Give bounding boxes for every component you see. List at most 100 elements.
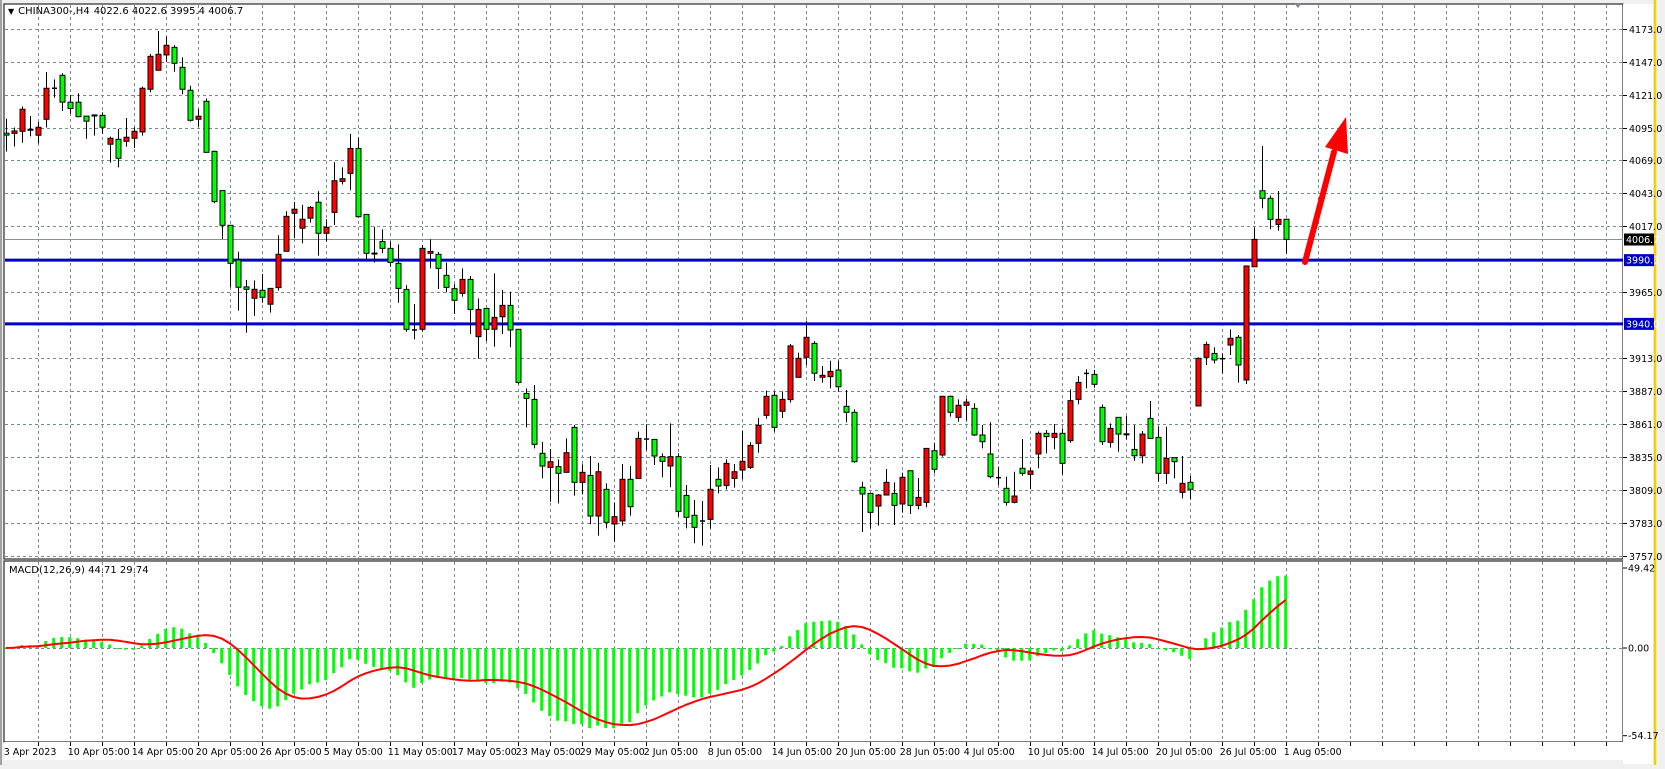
candle-body: [419, 247, 426, 330]
candle-body: [43, 87, 50, 120]
candle-body: [123, 136, 130, 142]
macd-histogram-bar: [308, 648, 312, 685]
candle-body: [1139, 433, 1146, 457]
candle-body: [75, 101, 82, 118]
candle-body: [147, 55, 154, 90]
current-price-badge: [1624, 233, 1654, 246]
macd-histogram-bar: [500, 648, 504, 682]
macd-histogram-bar: [124, 648, 128, 650]
candle-body: [803, 336, 810, 358]
time-label: 10 Jul 05:00: [1028, 747, 1085, 758]
price-label: 4069.0: [1629, 156, 1662, 167]
candle-body: [139, 87, 146, 133]
red-arrow-annotation-icon[interactable]: [1302, 117, 1348, 265]
chart-shift-marker-icon[interactable]: [1294, 3, 1302, 8]
price-label: 4017.0: [1629, 222, 1662, 233]
macd-histogram-bar: [940, 648, 944, 659]
candle-body: [619, 478, 626, 522]
candle-body: [1091, 373, 1098, 385]
candle-body: [251, 288, 258, 299]
time-label: 4 Jul 05:00: [964, 747, 1015, 758]
time-label: 20 Jun 05:00: [836, 747, 896, 758]
candle-body: [1035, 432, 1042, 455]
candle-body: [723, 462, 730, 486]
macd-histogram-bar: [692, 648, 696, 698]
macd-histogram-bar: [812, 621, 816, 649]
macd-histogram-bar: [316, 648, 320, 683]
candle-body: [267, 287, 274, 305]
main-pane[interactable]: [3, 3, 1624, 560]
macd-histogram-bar: [348, 648, 352, 660]
horizontal-levels: [5, 239, 1623, 326]
candle-body: [555, 466, 562, 474]
arrow-shaft: [1302, 149, 1337, 265]
macd-histogram-bar: [1244, 609, 1248, 649]
macd-histogram-bar: [1220, 627, 1224, 649]
candle-body: [787, 345, 794, 401]
macd-histogram-bar: [780, 646, 784, 649]
candle-body: [931, 450, 938, 470]
macd-histogram-bar: [92, 640, 96, 649]
macd-histogram-bar: [436, 648, 440, 678]
price-label: 4121.0: [1629, 91, 1662, 102]
candle-body: [499, 304, 506, 318]
support-line-badge: [1624, 254, 1654, 267]
macd-histogram-bar: [156, 633, 160, 649]
macd-histogram-bar: [1148, 644, 1152, 649]
macd-histogram-bar: [212, 648, 216, 654]
candle-body: [235, 259, 242, 288]
macd-histogram-bar: [660, 648, 664, 697]
time-label: 8 Jun 05:00: [708, 747, 762, 758]
candle-body: [195, 115, 202, 120]
candle-body: [3, 132, 10, 136]
triangle-down-icon[interactable]: ▼: [8, 7, 15, 16]
macd-histogram-bar: [236, 648, 240, 687]
macd-axis-label: 49.42: [1628, 564, 1655, 575]
macd-pane[interactable]: [3, 560, 1624, 743]
candle-body: [99, 114, 106, 128]
macd-histogram-bar: [1132, 642, 1136, 649]
macd-histogram-bar: [948, 648, 952, 653]
macd-histogram-bar: [356, 648, 360, 660]
candle-body: [291, 208, 298, 214]
macd-histogram-bar: [452, 648, 456, 680]
macd-histogram-bar: [404, 648, 408, 683]
candle-body: [283, 215, 290, 252]
axis-labels: 4173.0 4147.0 4121.0 4095.0 4069.0 4043.0 4017…: [4, 25, 1663, 758]
time-axis[interactable]: [4, 742, 1653, 760]
candle-body: [331, 180, 338, 213]
candle-body: [91, 114, 98, 117]
candle-body: [955, 404, 962, 418]
macd-signal-line: [5, 599, 1287, 727]
time-label: 1 Aug 05:00: [1284, 747, 1342, 758]
macd-histogram-bar: [1028, 648, 1032, 661]
price-axis[interactable]: [1623, 4, 1653, 764]
candle-body: [59, 74, 66, 103]
macd-histogram-bar: [1204, 638, 1208, 649]
candle-body: [947, 395, 954, 413]
macd-histogram-bar: [716, 648, 720, 690]
candle-body: [859, 486, 866, 495]
macd-histogram-bar: [52, 637, 56, 649]
macd-histogram-bar: [164, 628, 168, 649]
macd-histogram-bar: [844, 625, 848, 649]
candle-body: [451, 288, 458, 301]
macd-histogram-bar: [388, 648, 392, 671]
candle-body: [211, 150, 218, 203]
macd-histogram-bar: [220, 648, 224, 664]
macd-histogram-bar: [620, 648, 624, 724]
candle-body: [819, 374, 826, 378]
candle-body: [243, 286, 250, 290]
candle-body: [1203, 343, 1210, 358]
candle-body: [1067, 400, 1074, 442]
candle-body: [547, 461, 554, 468]
macd-histogram-bar: [868, 648, 872, 655]
macd-histogram-bar: [1004, 648, 1008, 658]
candle-body: [595, 471, 602, 517]
macd-histogram-bar: [276, 648, 280, 707]
macd-histogram-bar: [1116, 637, 1120, 649]
candle-body: [1147, 417, 1154, 439]
macd-histogram-bar: [532, 648, 536, 703]
macd-histogram-bar: [108, 644, 112, 649]
